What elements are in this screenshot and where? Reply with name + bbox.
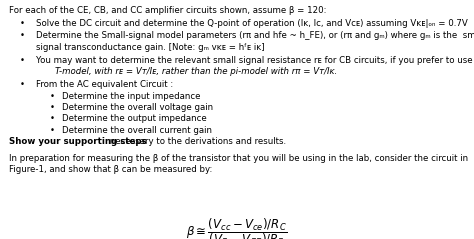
- Text: signal transconductance gain. [Note: gₘ vᴋᴇ = hᶠᴇ iᴋ]: signal transconductance gain. [Note: gₘ …: [36, 43, 264, 52]
- Text: •: •: [20, 19, 25, 28]
- Text: $\beta \cong \dfrac{\left(V_{cc}-V_{ce}\right)/R_C}{\left(V_{B}-V_{BE}\right)/R_: $\beta \cong \dfrac{\left(V_{cc}-V_{ce}\…: [186, 216, 288, 239]
- Text: •: •: [50, 92, 55, 101]
- Text: For each of the CE, CB, and CC amplifier circuits shown, assume β = 120:: For each of the CE, CB, and CC amplifier…: [9, 6, 326, 15]
- Text: Determine the Small-signal model parameters (rπ and hfe ~ h_FE), or (rπ and gₘ) : Determine the Small-signal model paramet…: [36, 31, 474, 40]
- Text: Determine the overall current gain: Determine the overall current gain: [62, 126, 211, 135]
- Text: Determine the overall voltage gain: Determine the overall voltage gain: [62, 103, 213, 112]
- Text: You may want to determine the relevant small signal resistance rᴇ for CB circuit: You may want to determine the relevant s…: [36, 56, 474, 65]
- Text: Solve the DC circuit and determine the Q-point of operation (Iᴋ, Iᴄ, and Vᴄᴇ) as: Solve the DC circuit and determine the Q…: [36, 19, 467, 28]
- Text: •: •: [50, 126, 55, 135]
- Text: •: •: [20, 80, 25, 89]
- Text: Determine the output impedance: Determine the output impedance: [62, 114, 206, 123]
- Text: necessary to the derivations and results.: necessary to the derivations and results…: [107, 137, 286, 146]
- Text: •: •: [20, 31, 25, 40]
- Text: •: •: [50, 114, 55, 123]
- Text: In preparation for measuring the β of the transistor that you will be using in t: In preparation for measuring the β of th…: [9, 154, 468, 163]
- Text: From the AC equivalent Circuit :: From the AC equivalent Circuit :: [36, 80, 173, 89]
- Text: T-model, with rᴇ = Vᴛ/Iᴇ, rather than the pi-model with rπ = Vᴛ/Iᴋ.: T-model, with rᴇ = Vᴛ/Iᴇ, rather than th…: [55, 67, 337, 76]
- Text: Show your supporting steps: Show your supporting steps: [9, 137, 146, 146]
- Text: •: •: [20, 56, 25, 65]
- Text: •: •: [50, 103, 55, 112]
- Text: Determine the input impedance: Determine the input impedance: [62, 92, 200, 101]
- Text: Figure-1, and show that β can be measured by:: Figure-1, and show that β can be measure…: [9, 165, 212, 174]
